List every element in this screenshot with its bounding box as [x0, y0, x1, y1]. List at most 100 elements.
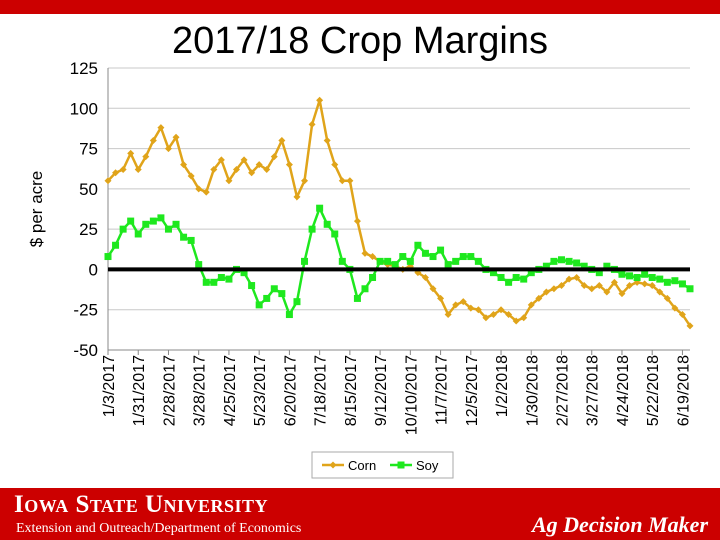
corn-point [452, 301, 460, 309]
soy-point [452, 257, 460, 265]
corn-point [323, 137, 331, 145]
footer-subtitle: Extension and Outreach/Department of Eco… [16, 521, 302, 536]
corn-point [641, 280, 649, 288]
corn-point [127, 149, 135, 157]
soy-point [633, 273, 641, 281]
soy-point [573, 259, 581, 267]
corn-point [361, 249, 369, 257]
soy-point [406, 257, 414, 265]
corn-point [248, 169, 256, 177]
university-name: Iowa State University [14, 491, 269, 518]
x-tick-label: 3/28/2017 [192, 355, 209, 426]
soy-point [225, 275, 233, 283]
x-tick-label: 1/2/2018 [494, 355, 511, 417]
corn-point [149, 137, 157, 145]
soy-point [210, 278, 218, 286]
x-tick-label: 9/12/2017 [373, 355, 390, 426]
x-tick-label: 1/3/2017 [101, 355, 118, 417]
soy-point [149, 217, 157, 225]
soy-point [112, 241, 120, 249]
corn-point [301, 177, 309, 185]
y-tick-label: -25 [73, 301, 98, 320]
corn-point [202, 188, 210, 196]
soy-point [240, 269, 248, 277]
corn-point [157, 124, 165, 132]
corn-point [542, 288, 550, 296]
corn-point [187, 172, 195, 180]
corn-point [278, 137, 286, 145]
x-tick-label: 4/24/2018 [615, 355, 632, 426]
soy-point [323, 220, 331, 228]
corn-point [217, 156, 225, 164]
corn-point [558, 282, 566, 290]
corn-point [285, 161, 293, 169]
corn-point [550, 285, 558, 293]
soy-point [512, 273, 520, 281]
x-tick-label: 1/31/2017 [131, 355, 148, 426]
crop-margins-chart: 125 100 75 50 25 0 -25 -50 $ per acre 1/3/2017 1/3… [27, 59, 694, 479]
corn-point [512, 317, 520, 325]
soy-point [361, 285, 369, 293]
y-axis-label: $ per acre [27, 171, 46, 248]
corn-point [618, 290, 626, 298]
soy-point [134, 230, 142, 238]
footer-band [0, 488, 720, 540]
corn-point [240, 156, 248, 164]
soy-point [459, 253, 467, 261]
y-tick-label: 125 [70, 59, 98, 78]
corn-point [573, 273, 581, 281]
legend-label-soy: Soy [416, 458, 439, 473]
soy-point [429, 253, 437, 261]
soy-point [316, 204, 324, 212]
soy-point [217, 273, 225, 281]
soy-point [558, 256, 566, 264]
corn-point [474, 306, 482, 314]
corn-point [316, 96, 324, 104]
soy-point [550, 257, 558, 265]
y-tick-label: 25 [79, 220, 98, 239]
x-tick-label: 10/10/2017 [403, 355, 420, 435]
corn-point [678, 311, 686, 319]
x-tick-label: 12/5/2017 [464, 355, 481, 426]
soy-point [285, 311, 293, 319]
soy-point [565, 257, 573, 265]
soy-point [195, 261, 203, 269]
soy-point [663, 278, 671, 286]
corn-point [195, 185, 203, 193]
corn-point [331, 161, 339, 169]
soy-point [444, 261, 452, 269]
corn-point [580, 282, 588, 290]
soy-point [353, 294, 361, 302]
corn-point [353, 217, 361, 225]
x-tick-label: 1/30/2018 [524, 355, 541, 426]
corn-point [467, 304, 475, 312]
x-tick-label: 6/19/2018 [675, 355, 692, 426]
soy-point [376, 257, 384, 265]
y-tick-label: -50 [73, 341, 98, 360]
corn-point [180, 161, 188, 169]
corn-point [338, 177, 346, 185]
soy-point [656, 275, 664, 283]
soy-point [301, 257, 309, 265]
corn-point [444, 311, 452, 319]
corn-point [459, 298, 467, 306]
x-tick-label: 11/7/2017 [434, 355, 451, 425]
x-tick-label: 2/28/2017 [161, 355, 178, 426]
corn-point [369, 253, 377, 261]
soy-point [437, 246, 445, 254]
soy-point [520, 275, 528, 283]
corn-point [232, 166, 240, 174]
corn-point [686, 322, 694, 330]
soy-point [474, 257, 482, 265]
soy-point [489, 269, 497, 277]
corn-point [505, 311, 513, 319]
soy-point [338, 257, 346, 265]
x-tick-label: 5/22/2018 [645, 355, 662, 426]
soy-point [142, 220, 150, 228]
corn-point [527, 301, 535, 309]
soy-point [505, 278, 513, 286]
soy-point [542, 262, 550, 270]
corn-point [270, 153, 278, 161]
corn-point [656, 288, 664, 296]
soy-point [497, 273, 505, 281]
